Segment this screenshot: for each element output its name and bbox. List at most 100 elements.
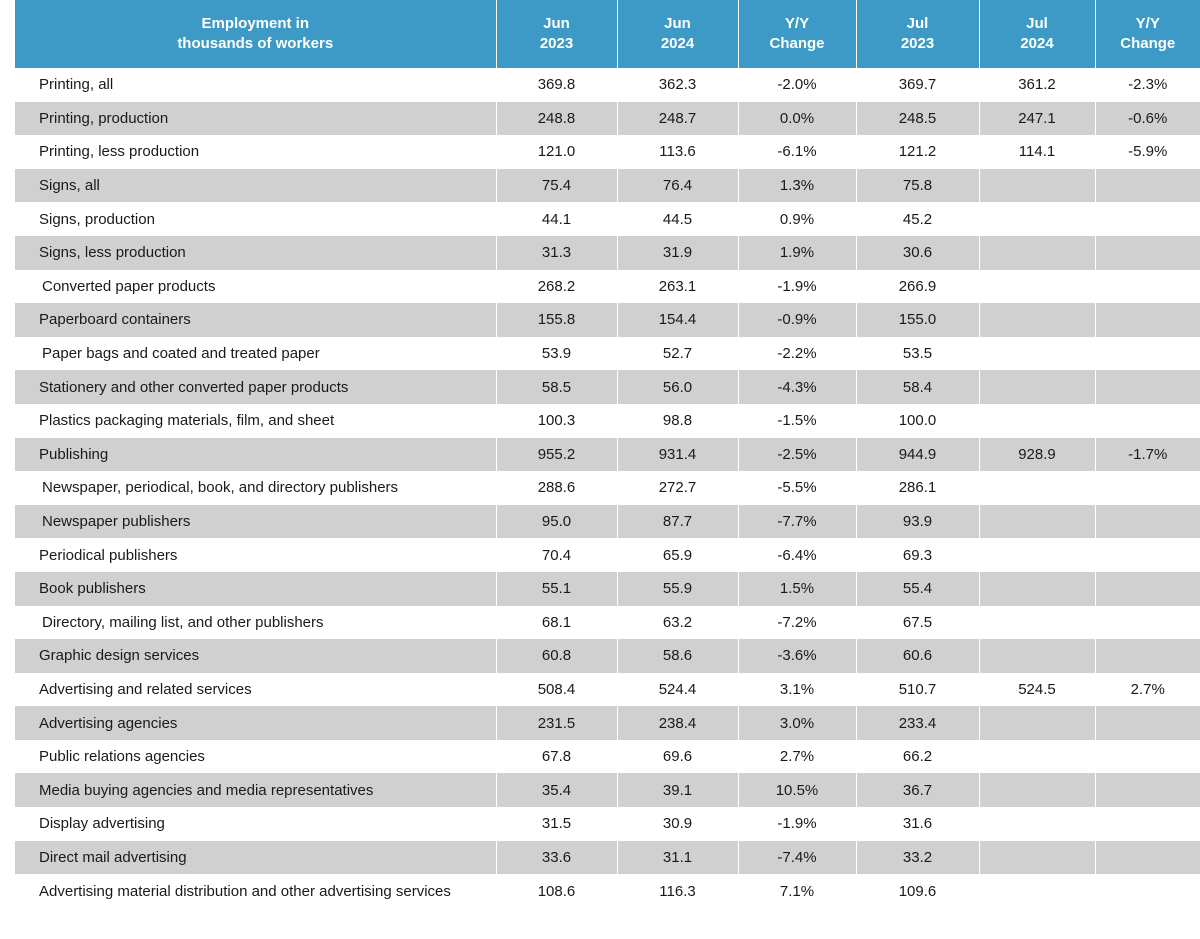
row-value: 52.7 [617, 336, 739, 371]
table-row: Paper bags and coated and treated paper 5… [15, 336, 1200, 371]
row-value [1095, 504, 1200, 539]
row-value: -7.2% [738, 605, 857, 640]
row-value: 31.1 [617, 840, 739, 875]
row-value: 33.2 [856, 840, 980, 875]
row-value: -2.5% [738, 437, 857, 472]
row-label: Printing, production [15, 101, 497, 136]
row-value [1095, 303, 1200, 337]
row-value [979, 571, 1096, 606]
row-value: 98.8 [617, 403, 739, 438]
row-value: 233.4 [856, 706, 980, 740]
table-row: Media buying agencies and media represen… [15, 773, 1200, 808]
row-value: 116.3 [617, 874, 739, 908]
row-value [979, 773, 1096, 808]
row-value: 76.4 [617, 168, 739, 203]
row-value: -5.9% [1095, 135, 1200, 169]
header-line-1: Jul [906, 15, 929, 32]
header-column: Y/Y Change [1095, 0, 1200, 68]
row-value: 0.0% [738, 101, 857, 136]
row-value: 508.4 [496, 672, 618, 707]
employment-table-container: Employment in thousands of workers Jun 2023… [15, 0, 1200, 908]
header-column: Jul 2024 [979, 0, 1096, 68]
row-value: 121.2 [856, 135, 980, 169]
row-value: 955.2 [496, 437, 618, 472]
row-value: 60.6 [856, 639, 980, 673]
row-label: Book publishers [15, 571, 497, 606]
row-value: -0.9% [738, 303, 857, 337]
table-body: Printing, all 369.8 362.3 -2.0% 369.7 361.2 -2… [15, 68, 1200, 908]
header-line-1: Jun [664, 15, 691, 32]
table-row: Graphic design services 60.8 58.6 -3.6% 60.6 [15, 639, 1200, 673]
row-label: Periodical publishers [15, 538, 497, 572]
row-value [979, 840, 1096, 875]
row-value: 1.3% [738, 168, 857, 203]
row-value: 268.2 [496, 269, 618, 304]
row-value: 56.0 [617, 370, 739, 404]
row-value [1095, 336, 1200, 371]
header-column: Jun 2024 [617, 0, 739, 68]
row-value: 68.1 [496, 605, 618, 640]
row-value: 266.9 [856, 269, 980, 304]
row-value: -1.9% [738, 807, 857, 841]
row-value: 87.7 [617, 504, 739, 539]
row-value: 286.1 [856, 471, 980, 505]
row-value: 3.0% [738, 706, 857, 740]
row-value: 154.4 [617, 303, 739, 337]
row-value: 155.0 [856, 303, 980, 337]
row-value: 121.0 [496, 135, 618, 169]
row-value [979, 168, 1096, 203]
row-value: 2.7% [738, 739, 857, 774]
table-row: Paperboard containers 155.8 154.4 -0.9% 155.… [15, 303, 1200, 337]
row-value: 93.9 [856, 504, 980, 539]
row-label: Advertising agencies [15, 706, 497, 740]
row-value [979, 807, 1096, 841]
row-value: 31.9 [617, 235, 739, 270]
row-value: 53.5 [856, 336, 980, 371]
table-row: Periodical publishers 70.4 65.9 -6.4% 69.3 [15, 538, 1200, 572]
row-label: Newspaper, periodical, book, and directo… [15, 471, 497, 505]
table-row: Directory, mailing list, and other publi… [15, 605, 1200, 640]
row-value: -1.7% [1095, 437, 1200, 472]
header-line-1: Y/Y [784, 15, 810, 32]
row-value: 69.6 [617, 739, 739, 774]
row-value: 928.9 [979, 437, 1096, 472]
table-row: Signs, less production 31.3 31.9 1.9% 30.6 [15, 235, 1200, 270]
row-value [1095, 807, 1200, 841]
row-value: 272.7 [617, 471, 739, 505]
row-value: 67.5 [856, 605, 980, 640]
row-value [1095, 202, 1200, 236]
header-column: Jun 2023 [496, 0, 618, 68]
row-value: 55.4 [856, 571, 980, 606]
row-value: 44.1 [496, 202, 618, 236]
row-value: 31.3 [496, 235, 618, 270]
row-label: Directory, mailing list, and other publi… [15, 605, 497, 640]
table-row: Printing, less production 121.0 113.6 -6.1%… [15, 135, 1200, 169]
row-label: Newspaper publishers [15, 504, 497, 539]
row-value [1095, 471, 1200, 505]
row-value: 70.4 [496, 538, 618, 572]
row-value: 69.3 [856, 538, 980, 572]
row-value: 362.3 [617, 68, 739, 102]
row-value [1095, 538, 1200, 572]
header-line-2: Change [769, 35, 825, 52]
row-label: Advertising material distribution and ot… [15, 874, 497, 908]
row-value: 114.1 [979, 135, 1096, 169]
row-value: 58.6 [617, 639, 739, 673]
row-value: 10.5% [738, 773, 857, 808]
row-value: 248.5 [856, 101, 980, 136]
row-value: 33.6 [496, 840, 618, 875]
row-value: 58.5 [496, 370, 618, 404]
table-row: Book publishers 55.1 55.9 1.5% 55.4 [15, 571, 1200, 606]
row-value [1095, 403, 1200, 438]
row-value: 263.1 [617, 269, 739, 304]
row-value: 0.9% [738, 202, 857, 236]
row-value: 510.7 [856, 672, 980, 707]
row-value: -2.3% [1095, 68, 1200, 102]
row-value: -5.5% [738, 471, 857, 505]
row-value [979, 303, 1096, 337]
row-value: 1.5% [738, 571, 857, 606]
table-row: Advertising agencies 231.5 238.4 3.0% 233.4 [15, 706, 1200, 740]
row-value: 55.1 [496, 571, 618, 606]
row-label: Plastics packaging materials, film, and … [15, 403, 497, 438]
row-value [979, 235, 1096, 270]
